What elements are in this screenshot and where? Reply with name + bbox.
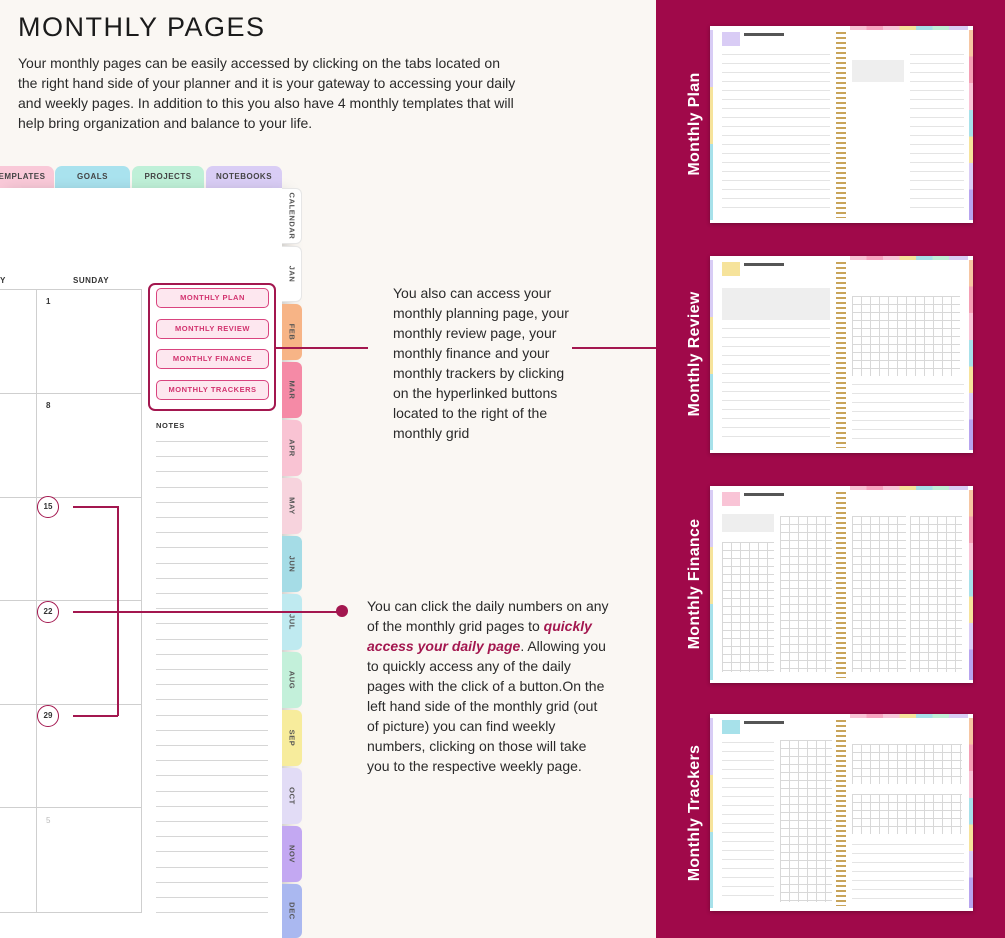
note-line bbox=[156, 623, 268, 624]
side-tab-nov[interactable]: NOV bbox=[282, 826, 302, 882]
monthly-trackers-button[interactable]: MONTHLY TRACKERS bbox=[156, 380, 269, 400]
grid-line bbox=[0, 912, 142, 913]
note-line bbox=[156, 517, 268, 518]
side-tab-jun[interactable]: JUN bbox=[282, 536, 302, 592]
grid-line bbox=[0, 497, 142, 498]
grid-line bbox=[0, 807, 142, 808]
note-line bbox=[156, 441, 268, 442]
buttons-description: You also can access your monthly plannin… bbox=[393, 285, 569, 441]
connector-line bbox=[572, 347, 656, 349]
side-tab-aug[interactable]: AUG bbox=[282, 652, 302, 708]
monthly-buttons-highlight bbox=[148, 283, 276, 411]
day-number-15[interactable]: 15 bbox=[37, 496, 59, 518]
label-monthly-trackers: Monthly Trackers bbox=[686, 744, 703, 882]
monthly-review-button[interactable]: MONTHLY REVIEW bbox=[156, 319, 269, 339]
monthly-review-preview bbox=[710, 256, 973, 453]
intro-text: Your monthly pages can be easily accesse… bbox=[18, 55, 516, 131]
side-tab-mar[interactable]: MAR bbox=[282, 362, 302, 418]
note-line bbox=[156, 654, 268, 655]
grid-line bbox=[0, 704, 142, 705]
note-line bbox=[156, 532, 268, 533]
day-header-saturday: Y bbox=[0, 276, 6, 285]
day-number-8[interactable]: 8 bbox=[46, 401, 51, 410]
monthly-trackers-preview bbox=[710, 714, 973, 911]
note-line bbox=[156, 730, 268, 731]
note-line bbox=[156, 684, 268, 685]
label-monthly-finance: Monthly Finance bbox=[686, 518, 703, 650]
note-line bbox=[156, 593, 268, 594]
grid-line bbox=[141, 289, 142, 913]
page-title: MONTHLY PAGES bbox=[18, 12, 266, 42]
day-header-sunday: SUNDAY bbox=[73, 276, 110, 285]
tab-goals[interactable]: GOALS bbox=[55, 166, 130, 192]
connector-dot bbox=[336, 605, 348, 617]
side-tab-sep[interactable]: SEP bbox=[282, 710, 302, 766]
daily-highlight-text: quickly access your daily page bbox=[367, 618, 592, 654]
monthly-plan-preview bbox=[710, 26, 973, 223]
label-monthly-review: Monthly Review bbox=[686, 291, 703, 417]
side-tab-jul[interactable]: JUL bbox=[282, 594, 302, 650]
side-tab-jan[interactable]: JAN bbox=[282, 246, 302, 302]
note-line bbox=[156, 487, 268, 488]
side-tab-may[interactable]: MAY bbox=[282, 478, 302, 534]
note-line bbox=[156, 669, 268, 670]
label-monthly-plan: Monthly Plan bbox=[686, 72, 703, 176]
side-tab-dec[interactable]: DEC bbox=[282, 884, 302, 938]
note-line bbox=[156, 563, 268, 564]
note-line bbox=[156, 456, 268, 457]
side-tab-feb[interactable]: FEB bbox=[282, 304, 302, 360]
grid-line bbox=[36, 289, 37, 913]
monthly-finance-preview bbox=[710, 486, 973, 683]
day-number-29[interactable]: 29 bbox=[37, 705, 59, 727]
note-line bbox=[156, 608, 268, 609]
notes-label: NOTES bbox=[156, 421, 185, 430]
note-line bbox=[156, 760, 268, 761]
note-line bbox=[156, 836, 268, 837]
note-line bbox=[156, 897, 268, 898]
tab-projects[interactable]: PROJECTS bbox=[132, 166, 204, 192]
note-line bbox=[156, 775, 268, 776]
monthly-finance-button[interactable]: MONTHLY FINANCE bbox=[156, 349, 269, 369]
note-line bbox=[156, 851, 268, 852]
note-line bbox=[156, 867, 268, 868]
connector-line bbox=[73, 611, 339, 613]
side-tab-apr[interactable]: APR bbox=[282, 420, 302, 476]
note-line bbox=[156, 882, 268, 883]
grid-line bbox=[0, 289, 142, 290]
grid-line bbox=[0, 393, 142, 394]
connector-line bbox=[73, 715, 118, 717]
daily-description: You can click the daily numbers on any o… bbox=[367, 598, 609, 774]
note-line bbox=[156, 806, 268, 807]
day-number-22[interactable]: 22 bbox=[37, 601, 59, 623]
note-line bbox=[156, 745, 268, 746]
note-line bbox=[156, 502, 268, 503]
note-line bbox=[156, 791, 268, 792]
day-number-1[interactable]: 1 bbox=[46, 297, 51, 306]
note-line bbox=[156, 912, 268, 913]
note-line bbox=[156, 821, 268, 822]
note-line bbox=[156, 578, 268, 579]
tab-templates[interactable]: EMPLATES bbox=[0, 166, 54, 192]
connector-line bbox=[73, 506, 118, 508]
side-tab-calendar[interactable]: CALENDAR bbox=[282, 188, 302, 244]
note-line bbox=[156, 715, 268, 716]
note-line bbox=[156, 547, 268, 548]
grid-line bbox=[0, 600, 142, 601]
note-line bbox=[156, 471, 268, 472]
side-tab-oct[interactable]: OCT bbox=[282, 768, 302, 824]
connector-line bbox=[276, 347, 368, 349]
note-line bbox=[156, 699, 268, 700]
day-number-5[interactable]: 5 bbox=[46, 816, 51, 825]
tab-notebooks[interactable]: NOTEBOOKS bbox=[206, 166, 282, 192]
note-line bbox=[156, 639, 268, 640]
monthly-plan-button[interactable]: MONTHLY PLAN bbox=[156, 288, 269, 308]
